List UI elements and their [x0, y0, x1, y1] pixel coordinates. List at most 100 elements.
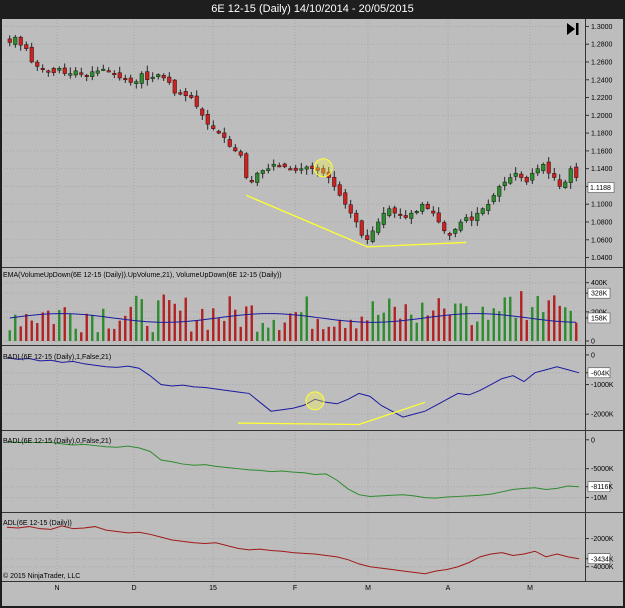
y-tick-label: -5000K: [591, 466, 614, 473]
volume-bar-up: [481, 306, 484, 341]
candle-up: [502, 181, 507, 187]
volume-bar-down: [63, 307, 66, 341]
volume-bar-down: [333, 326, 336, 341]
badl0-panel[interactable]: [2, 431, 585, 512]
volume-bar-up: [498, 311, 501, 341]
badl1-panel[interactable]: [2, 346, 585, 430]
adl-panel[interactable]: [2, 513, 585, 581]
candle-down: [403, 215, 408, 218]
candle-down: [24, 44, 29, 49]
candle-up: [497, 186, 502, 197]
candle-up: [535, 168, 540, 174]
volume-bar-up: [74, 328, 77, 341]
candle-down: [244, 153, 249, 178]
volume-bar-up: [564, 307, 567, 341]
candle-down: [167, 76, 172, 83]
candle-up: [475, 212, 480, 222]
last-value-badge: [587, 553, 611, 565]
candle-down: [359, 220, 364, 236]
candle-down: [552, 173, 557, 178]
volume-bar-down: [113, 328, 116, 341]
y-tick-label: -10M: [591, 495, 607, 502]
candle-up: [150, 76, 155, 79]
candle-down: [183, 91, 188, 96]
candle-down: [574, 166, 579, 178]
candle-up: [271, 164, 276, 167]
volume-bar-down: [52, 324, 55, 341]
candle-up: [508, 177, 513, 184]
candle-up: [57, 68, 62, 71]
volume-bar-up: [157, 300, 160, 341]
candle-down: [365, 235, 370, 240]
grid-lines: [4, 20, 582, 580]
x-tick-label: A: [446, 585, 451, 592]
badl0-line: [6, 441, 580, 499]
candle-down: [62, 67, 67, 74]
trend-annotations: [237, 158, 467, 426]
price-trendline: [245, 194, 467, 248]
volume-bar-down: [162, 294, 165, 341]
volume-bar-up: [140, 299, 143, 341]
last-price-badge: [587, 182, 615, 193]
volume-bar-down: [360, 316, 363, 341]
candle-up: [95, 70, 100, 74]
candle-down: [84, 75, 89, 77]
volume-bar-down: [36, 323, 39, 341]
ema-line: [9, 313, 577, 323]
candle-up: [563, 181, 568, 188]
volume-bar-down: [437, 298, 440, 341]
candle-up: [513, 172, 518, 177]
skip-to-end-icon[interactable]: [567, 23, 579, 35]
volume-bar-down: [195, 320, 198, 341]
candle-down: [288, 168, 293, 171]
volume-bar-down: [404, 304, 407, 341]
price-panel[interactable]: [2, 19, 585, 267]
volume-bar-down: [19, 326, 22, 341]
volume-bar-down: [234, 309, 237, 341]
last-value-badge: [587, 481, 611, 492]
candle-up: [387, 208, 392, 216]
volume-bar-down: [228, 296, 231, 341]
chart-area[interactable]: 1.3000 1.2800 1.2600 1.2400 1.2200 1.2000 1.18…: [0, 18, 625, 608]
candle-down: [343, 192, 348, 205]
y-tick-label: -4000K: [591, 564, 614, 571]
volume-bar-down: [553, 295, 556, 341]
y-tick-label: -3434K: [591, 556, 614, 563]
candle-up: [255, 172, 260, 183]
x-axis-labels: N D 15 F M A M: [54, 585, 533, 592]
volume-bar-up: [531, 307, 534, 341]
candle-down: [46, 70, 51, 73]
volume-bar-down: [212, 308, 215, 341]
y-tick-label: 1.1600: [591, 148, 613, 155]
volume-bar-up: [388, 298, 391, 341]
volume-bar-up: [96, 332, 99, 341]
candle-up: [414, 211, 419, 214]
y-tick-label: -2000K: [591, 536, 614, 543]
candle-up: [68, 73, 73, 76]
volume-bar-down: [366, 320, 369, 341]
volume-panel[interactable]: [2, 268, 585, 345]
volume-bar-down: [179, 310, 182, 341]
volume-bar-up: [509, 296, 512, 341]
volume-bar-down: [47, 310, 50, 341]
candle-up: [73, 70, 78, 76]
volume-bar-up: [8, 330, 11, 341]
volume-bar-down: [283, 322, 286, 341]
candle-down: [194, 95, 199, 107]
badl-trendline: [237, 401, 426, 426]
candle-down: [442, 222, 447, 232]
y-tick-label: -604K: [591, 370, 610, 377]
volume-bar-down: [245, 306, 248, 341]
volume-bar-up: [492, 308, 495, 341]
candle-down: [315, 167, 320, 171]
copyright-text: © 2015 NinjaTrader, LLC: [3, 572, 80, 580]
volume-bar-down: [520, 291, 523, 341]
volume-bar-up: [377, 314, 380, 341]
volume-bar-down: [426, 315, 429, 341]
x-tick-label: D: [131, 585, 136, 592]
last-value-badge: [587, 367, 611, 379]
volume-bar-up: [503, 297, 506, 341]
y-tick-label: 400K: [591, 280, 608, 287]
volume-bar-up: [102, 308, 105, 341]
candle-down: [117, 72, 122, 79]
